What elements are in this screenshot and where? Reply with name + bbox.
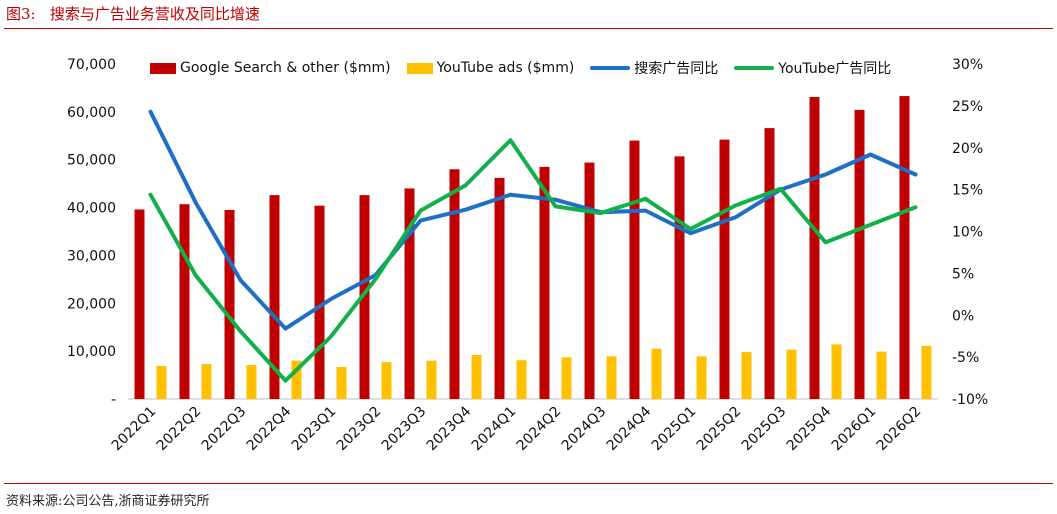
legend-item-youtube-ads: YouTube ads ($mm)	[406, 60, 575, 76]
bar-youtube-ads	[606, 356, 617, 399]
bar-youtube-ads	[831, 344, 842, 399]
bar-youtube-ads	[426, 360, 437, 399]
bar-youtube-ads	[786, 349, 797, 399]
bar-youtube-ads	[516, 360, 527, 399]
x-axis-tick-label: 2024Q2	[514, 404, 565, 455]
bar-youtube-ads	[561, 357, 572, 399]
x-axis-tick-label: 2022Q3	[199, 404, 250, 455]
bar-youtube-ads	[471, 354, 482, 399]
legend-item-search-yoy: 搜索广告同比	[590, 58, 718, 78]
right-axis-tick-label: 15%	[952, 183, 983, 199]
bar-youtube-ads	[696, 356, 707, 399]
bar-google-search	[449, 169, 460, 399]
left-axis-tick-label: 20,000	[67, 296, 116, 312]
right-axis-tick-label: 5%	[952, 266, 974, 282]
line-youtube-yoy	[148, 138, 918, 383]
legend-swatch-youtube-yoy	[734, 66, 775, 70]
bar-google-search	[539, 166, 550, 399]
bar-youtube-ads	[246, 365, 257, 399]
x-axis-tick-label: 2025Q4	[784, 403, 835, 454]
right-axis-tick-label: 30%	[952, 57, 983, 73]
title-rule	[4, 28, 1053, 29]
bar-youtube-ads	[876, 351, 887, 399]
bar-google-search	[719, 139, 730, 399]
left-axis-tick-label: 30,000	[67, 248, 116, 264]
right-axis-tick-label: 20%	[952, 141, 983, 157]
footer-rule	[4, 483, 1053, 484]
source-note: 资料来源:公司公告,浙商证券研究所	[6, 494, 210, 509]
x-axis-tick-label: 2023Q2	[334, 404, 385, 455]
figure-label: 图3:	[6, 5, 36, 23]
chart-legend: Google Search & other ($mm) YouTube ads …	[150, 58, 907, 78]
bar-google-search	[764, 128, 775, 399]
legend-swatch-search-yoy	[590, 66, 631, 70]
legend-label-google-search: Google Search & other ($mm)	[180, 60, 391, 76]
x-axis-tick-label: 2023Q3	[379, 404, 430, 455]
figure-title: 图3: 搜索与广告业务营收及同比增速	[6, 3, 260, 24]
x-axis-tick-label: 2022Q4	[244, 403, 295, 454]
bar-google-search	[359, 195, 370, 399]
right-axis-tick-label: -5%	[952, 350, 979, 366]
bar-youtube-ads	[741, 352, 752, 399]
line-search-yoy	[148, 109, 918, 331]
bar-google-search	[179, 204, 190, 399]
x-axis-tick-label: 2026Q2	[874, 404, 925, 455]
left-axis-tick-label: 60,000	[67, 105, 116, 121]
x-axis-tick-label: 2023Q1	[289, 404, 340, 455]
bar-youtube-ads	[921, 345, 932, 399]
bar-google-search	[224, 209, 235, 399]
left-axis-tick-label: 10,000	[67, 344, 116, 360]
x-axis-tick-label: 2022Q2	[154, 404, 205, 455]
x-axis-tick-label: 2023Q4	[424, 403, 475, 454]
legend-swatch-youtube-ads	[406, 62, 433, 74]
left-axis-tick-label: 70,000	[67, 57, 116, 73]
bar-google-search	[809, 97, 820, 400]
x-axis-tick-label: 2025Q1	[649, 404, 700, 455]
x-axis-tick-label: 2024Q1	[469, 404, 520, 455]
x-axis-tick-label: 2025Q3	[739, 404, 790, 455]
x-axis-tick-label: 2026Q1	[829, 404, 880, 455]
chart-title: 搜索与广告业务营收及同比增速	[49, 5, 260, 23]
legend-label-youtube-ads: YouTube ads ($mm)	[436, 60, 575, 76]
right-axis-tick-label: 0%	[952, 308, 974, 324]
bar-youtube-ads	[381, 362, 392, 399]
legend-label-youtube-yoy: YouTube广告同比	[778, 61, 892, 77]
bar-google-search	[674, 156, 685, 399]
bar-google-search	[404, 188, 415, 399]
left-axis-tick-label: 40,000	[67, 201, 116, 217]
x-axis-tick-label: 2024Q3	[559, 404, 610, 455]
bar-google-search	[854, 109, 865, 399]
legend-label-search-yoy: 搜索广告同比	[634, 61, 719, 77]
bar-youtube-ads	[336, 366, 347, 399]
right-axis-tick-label: 25%	[952, 99, 983, 115]
bar-youtube-ads	[156, 365, 167, 399]
bar-youtube-ads	[201, 364, 212, 399]
x-axis-tick-label: 2022Q1	[109, 404, 160, 455]
x-axis-tick-label: 2025Q2	[694, 404, 745, 455]
legend-item-google-search: Google Search & other ($mm)	[150, 60, 391, 76]
bar-google-search	[899, 96, 910, 400]
right-axis-tick-label: -10%	[952, 392, 988, 408]
bar-youtube-ads	[651, 348, 662, 399]
bar-google-search	[629, 140, 640, 400]
bar-youtube-ads	[291, 360, 302, 399]
left-axis-tick-label: -	[111, 392, 116, 408]
legend-item-youtube-yoy: YouTube广告同比	[734, 58, 891, 78]
right-axis-tick-label: 10%	[952, 225, 983, 241]
bar-google-search	[269, 195, 280, 399]
bar-google-search	[134, 209, 145, 399]
bar-google-search	[314, 205, 325, 399]
left-axis-tick-label: 50,000	[67, 153, 116, 169]
bar-google-search	[584, 162, 595, 399]
legend-swatch-google-search	[150, 62, 176, 74]
bar-google-search	[494, 177, 505, 399]
x-axis-tick-label: 2024Q4	[604, 403, 655, 454]
